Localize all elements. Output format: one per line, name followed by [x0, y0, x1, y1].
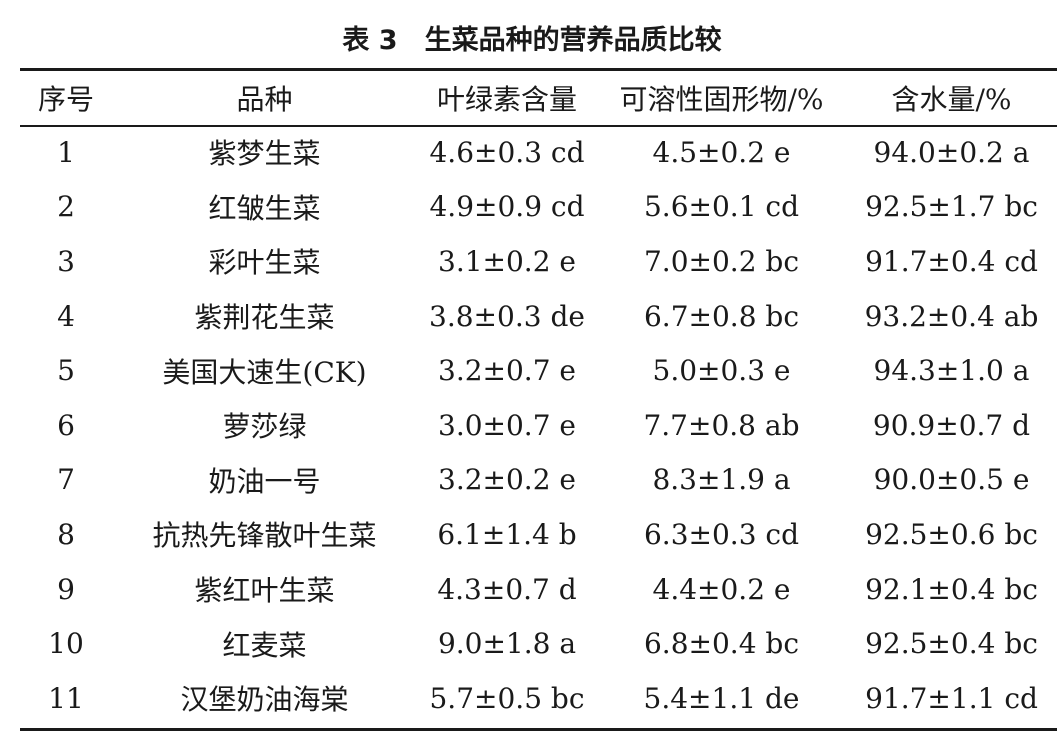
cell-water-content: 90.0±0.5 e: [873, 463, 1030, 497]
cell-water-content: 92.1±0.4 bc: [865, 572, 1038, 606]
header-variety: 品种: [236, 83, 293, 116]
cell-soluble-solids: 4.4±0.2 e: [652, 572, 791, 606]
table-top-rule: [20, 68, 1057, 71]
cell-water-content: 93.2±0.4 ab: [864, 299, 1039, 333]
cell-variety: 抗热先锋散叶生菜: [152, 519, 377, 553]
cell-chlorophyll: 6.1±1.4 b: [437, 517, 577, 551]
cell-variety: 紫荆花生菜: [194, 301, 335, 335]
nutrition-quality-table: 序号 品种 叶绿素含量 可溶性固形物/% 含水量/% 1 紫梦生菜 4.6±0.3 …: [20, 71, 1057, 726]
table-caption: 表 3 生菜品种的营养品质比较: [342, 25, 722, 56]
table-header-rule: [20, 125, 1057, 127]
header-chlorophyll: 叶绿素含量: [436, 83, 577, 116]
cell-chlorophyll: 9.0±1.8 a: [437, 627, 577, 661]
cell-soluble-solids: 5.6±0.1 cd: [643, 190, 800, 224]
cell-variety: 红麦菜: [222, 628, 307, 662]
cell-variety: 美国大速生(CK): [162, 355, 367, 389]
header-no: 序号: [37, 83, 94, 116]
table-row: 2 红皱生菜 4.9±0.9 cd 5.6±0.1 cd 92.5±1.7 bc: [20, 180, 1057, 235]
cell-variety: 奶油一号: [208, 464, 321, 498]
cell-no: 7: [57, 463, 75, 497]
cell-chlorophyll: 5.7±0.5 bc: [429, 681, 585, 715]
cell-soluble-solids: 6.3±0.3 cd: [643, 517, 800, 551]
table-row: 8 抗热先锋散叶生菜 6.1±1.4 b 6.3±0.3 cd 92.5±0.6 bc: [20, 507, 1057, 562]
cell-chlorophyll: 4.3±0.7 d: [437, 572, 577, 606]
cell-water-content: 92.5±1.7 bc: [865, 190, 1038, 224]
cell-no: 3: [57, 244, 75, 278]
cell-chlorophyll: 3.1±0.2 e: [438, 244, 576, 278]
cell-soluble-solids: 8.3±1.9 a: [652, 463, 791, 497]
cell-variety: 红皱生菜: [208, 191, 321, 225]
table-row: 9 紫红叶生菜 4.3±0.7 d 4.4±0.2 e 92.1±0.4 bc: [20, 562, 1057, 617]
cell-water-content: 92.5±0.6 bc: [865, 517, 1038, 551]
cell-no: 2: [57, 190, 75, 224]
table-row: 4 紫荆花生菜 3.8±0.3 de 6.7±0.8 bc 93.2±0.4 ab: [20, 289, 1057, 344]
cell-variety: 彩叶生菜: [208, 246, 321, 280]
cell-chlorophyll: 4.6±0.3 cd: [429, 135, 585, 169]
cell-no: 11: [48, 681, 84, 715]
cell-chlorophyll: 3.0±0.7 e: [438, 408, 576, 442]
cell-soluble-solids: 6.7±0.8 bc: [643, 299, 800, 333]
cell-soluble-solids: 6.8±0.4 bc: [643, 627, 800, 661]
cell-water-content: 94.3±1.0 a: [873, 354, 1030, 388]
cell-no: 1: [57, 135, 75, 169]
cell-water-content: 90.9±0.7 d: [872, 408, 1031, 442]
table-row: 3 彩叶生菜 3.1±0.2 e 7.0±0.2 bc 91.7±0.4 cd: [20, 234, 1057, 289]
cell-soluble-solids: 5.0±0.3 e: [652, 354, 791, 388]
table-bottom-rule: [20, 728, 1057, 731]
header-water-content: 含水量/%: [891, 83, 1012, 116]
cell-water-content: 94.0±0.2 a: [873, 135, 1030, 169]
table-row: 11 汉堡奶油海棠 5.7±0.5 bc 5.4±1.1 de 91.7±1.1 cd: [20, 671, 1057, 726]
cell-variety: 紫梦生菜: [208, 137, 321, 171]
cell-chlorophyll: 3.2±0.7 e: [438, 354, 576, 388]
header-soluble-solids: 可溶性固形物/%: [619, 83, 824, 116]
cell-water-content: 91.7±1.1 cd: [865, 681, 1038, 715]
cell-soluble-solids: 7.0±0.2 bc: [643, 244, 800, 278]
table-row: 6 萝莎绿 3.0±0.7 e 7.7±0.8 ab 90.9±0.7 d: [20, 398, 1057, 453]
cell-chlorophyll: 3.2±0.2 e: [438, 463, 576, 497]
cell-water-content: 92.5±0.4 bc: [865, 627, 1038, 661]
cell-no: 4: [57, 299, 75, 333]
cell-chlorophyll: 4.9±0.9 cd: [429, 190, 585, 224]
table-body: 1 紫梦生菜 4.6±0.3 cd 4.5±0.2 e 94.0±0.2 a 2 红皱生菜 4…: [20, 125, 1057, 726]
table-row: 7 奶油一号 3.2±0.2 e 8.3±1.9 a 90.0±0.5 e: [20, 453, 1057, 508]
cell-no: 6: [57, 408, 75, 442]
cell-no: 10: [48, 627, 84, 661]
cell-soluble-solids: 4.5±0.2 e: [652, 135, 791, 169]
cell-no: 5: [57, 354, 75, 388]
cell-variety: 紫红叶生菜: [194, 574, 335, 608]
cell-no: 9: [57, 572, 75, 606]
table-header-row: 序号 品种 叶绿素含量 可溶性固形物/% 含水量/%: [20, 71, 1057, 125]
cell-soluble-solids: 7.7±0.8 ab: [643, 408, 800, 442]
cell-chlorophyll: 3.8±0.3 de: [429, 299, 585, 333]
table-row: 10 红麦菜 9.0±1.8 a 6.8±0.4 bc 92.5±0.4 bc: [20, 616, 1057, 671]
cell-variety: 汉堡奶油海棠: [180, 683, 349, 717]
table-row: 1 紫梦生菜 4.6±0.3 cd 4.5±0.2 e 94.0±0.2 a: [20, 125, 1057, 180]
cell-variety: 萝莎绿: [222, 410, 307, 444]
cell-soluble-solids: 5.4±1.1 de: [643, 681, 800, 715]
table-row: 5 美国大速生(CK) 3.2±0.7 e 5.0±0.3 e 94.3±1.0 a: [20, 343, 1057, 398]
cell-water-content: 91.7±0.4 cd: [865, 244, 1038, 278]
cell-no: 8: [57, 517, 75, 551]
